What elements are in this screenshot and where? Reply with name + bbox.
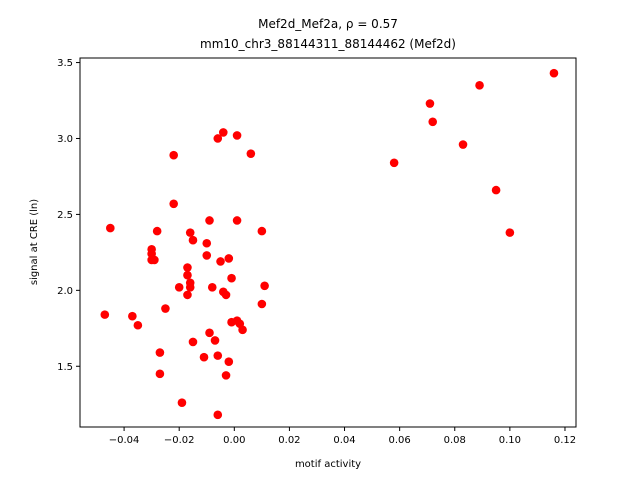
data-point-44 — [232, 131, 242, 140]
data-point-18 — [183, 290, 192, 300]
data-point-17 — [183, 270, 192, 280]
y-tick-label-1: 2.0 — [57, 286, 73, 297]
data-point-32 — [213, 351, 223, 360]
data-point-41 — [227, 273, 236, 283]
x-tick-label-8: 0.12 — [554, 435, 576, 446]
chart-title-line2: mm10_chr3_88144311_88144462 (Mef2d) — [200, 37, 456, 51]
data-point-47 — [238, 325, 247, 335]
data-point-1 — [106, 223, 115, 233]
data-point-27 — [205, 328, 214, 338]
data-points — [100, 68, 559, 420]
x-tick-label-3: 0.02 — [278, 435, 300, 446]
data-point-55 — [458, 140, 468, 149]
data-point-3 — [133, 320, 143, 330]
x-axis-ticks: −0.04 −0.02 0.00 0.02 0.04 0.06 0.08 0.10 0.12 — [109, 427, 576, 446]
data-point-50 — [257, 299, 267, 309]
data-point-49 — [257, 226, 267, 236]
data-point-31 — [213, 134, 223, 143]
y-tick-label-3: 3.0 — [57, 134, 73, 145]
x-tick-label-1: −0.02 — [164, 435, 195, 446]
data-point-45 — [232, 216, 242, 225]
data-point-38 — [221, 371, 231, 380]
data-point-26 — [202, 251, 212, 260]
data-point-24 — [199, 352, 209, 362]
y-tick-label-2: 2.5 — [57, 210, 73, 221]
y-axis-ticks: 1.5 2.0 2.5 3.0 3.5 — [57, 58, 80, 373]
chart-title-line1: Mef2d_Mef2a, ρ = 0.57 — [258, 17, 398, 31]
data-point-2 — [128, 311, 137, 321]
data-point-40 — [224, 254, 234, 263]
data-point-33 — [213, 410, 223, 420]
data-point-23 — [188, 337, 198, 347]
data-point-25 — [202, 238, 212, 248]
data-point-34 — [216, 257, 225, 266]
data-point-28 — [205, 216, 214, 225]
plot-frame — [79, 57, 577, 428]
data-point-48 — [246, 149, 256, 158]
data-point-53 — [425, 99, 435, 108]
data-point-0 — [100, 310, 110, 319]
y-axis-label: signal at CRE (ln) — [29, 199, 40, 285]
data-point-12 — [169, 150, 178, 160]
data-point-8 — [152, 226, 162, 236]
data-point-7 — [150, 255, 159, 265]
data-point-13 — [169, 199, 178, 209]
data-point-21 — [185, 282, 195, 292]
data-point-22 — [188, 235, 198, 245]
data-point-10 — [155, 369, 165, 379]
data-point-29 — [207, 282, 217, 292]
x-tick-label-7: 0.10 — [499, 435, 521, 446]
x-axis-label: motif activity — [295, 459, 361, 470]
data-point-19 — [185, 228, 195, 237]
x-tick-label-6: 0.08 — [444, 435, 466, 446]
data-point-54 — [428, 117, 438, 127]
data-point-15 — [177, 398, 187, 408]
x-tick-label-5: 0.06 — [389, 435, 411, 446]
data-point-11 — [161, 304, 170, 313]
data-point-58 — [505, 228, 515, 237]
data-point-35 — [218, 128, 228, 137]
data-point-16 — [183, 263, 192, 272]
data-point-57 — [491, 185, 501, 195]
x-tick-label-0: −0.04 — [109, 435, 140, 446]
x-tick-label-4: 0.04 — [333, 435, 355, 446]
data-point-56 — [475, 81, 484, 90]
data-point-39 — [224, 357, 234, 367]
data-point-9 — [155, 348, 165, 357]
data-point-52 — [389, 158, 399, 168]
y-tick-label-4: 3.5 — [57, 58, 73, 69]
data-point-37 — [221, 290, 231, 300]
data-point-30 — [210, 336, 220, 345]
data-point-59 — [549, 68, 559, 78]
y-tick-label-0: 1.5 — [57, 362, 73, 373]
x-tick-label-2: 0.00 — [223, 435, 245, 446]
data-point-51 — [260, 281, 269, 291]
data-point-14 — [174, 282, 184, 292]
